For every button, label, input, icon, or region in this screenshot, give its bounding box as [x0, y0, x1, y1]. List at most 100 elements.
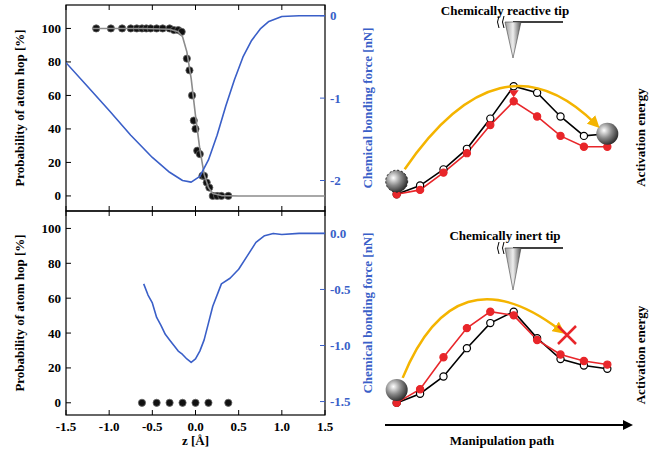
y2-tick-label: -1.0: [330, 338, 351, 353]
x-tick: [281, 410, 282, 415]
x-tick: [238, 211, 239, 216]
panel-title: Chemically inert tip: [449, 228, 560, 243]
y-tick-label: 80: [48, 256, 61, 271]
y-tick: [66, 228, 71, 229]
x-tick: [238, 410, 239, 415]
data-point: [166, 399, 173, 406]
x-tick: [325, 211, 326, 216]
y-tick: [66, 95, 71, 96]
data-line: [66, 16, 325, 182]
x-tick: [325, 206, 326, 211]
energy-point: [604, 361, 611, 368]
x-tick-label: -0.5: [142, 419, 163, 434]
y-tick: [66, 195, 71, 196]
y-tick: [66, 333, 71, 334]
x-tick-label: 0.5: [231, 419, 248, 434]
y2-tick-label: 0.0: [330, 226, 346, 241]
energy-point: [416, 386, 423, 393]
energy-point: [510, 312, 517, 319]
energy-point: [510, 98, 517, 105]
energy-point: [557, 351, 564, 358]
energy-point: [463, 150, 470, 157]
tip: [505, 248, 521, 290]
x-tick: [152, 206, 153, 211]
y-tick-label: 60: [48, 291, 61, 306]
y2-tick: [320, 180, 325, 181]
y-axis-title: Probability of atom hop [%]: [12, 234, 27, 391]
tip: [505, 22, 521, 58]
y-tick-label: 80: [48, 54, 61, 69]
y2-tick: [320, 98, 325, 99]
x-tick: [66, 5, 67, 10]
x-tick: [195, 410, 196, 415]
data-point: [192, 399, 199, 406]
energy-point: [534, 89, 541, 96]
y2-tick-label: -1: [330, 91, 341, 106]
data-point: [153, 399, 160, 406]
energy-line: [397, 312, 608, 403]
y-tick-label: 40: [48, 121, 61, 136]
tip-vibration: [498, 242, 505, 254]
y-tick: [66, 162, 71, 163]
x-tick: [66, 410, 67, 415]
energy-point: [580, 132, 587, 139]
x-tick: [195, 206, 196, 211]
energy-point: [487, 308, 494, 315]
x-tick: [281, 211, 282, 216]
y-tick-label: 20: [48, 360, 61, 375]
y2-tick-label: -1.5: [330, 394, 351, 409]
energy-point: [557, 132, 564, 139]
energy-point: [580, 143, 587, 150]
plot-frame: [66, 5, 325, 211]
panel-title: Chemically reactive tip: [441, 3, 569, 18]
y-tick-label: 0: [55, 395, 62, 410]
x-tick: [152, 410, 153, 415]
y-tick: [66, 128, 71, 129]
energy-point: [557, 113, 564, 120]
y-tick: [66, 61, 71, 62]
y-axis-title: Probability of atom hop [%]: [12, 29, 27, 186]
x-tick: [281, 206, 282, 211]
x-tick-label: -1.5: [56, 419, 77, 434]
energy-point: [463, 345, 470, 352]
y2-tick-label: 0: [330, 8, 337, 23]
y-axis-title: Activation energy: [633, 305, 648, 404]
x-tick-label: -1.0: [99, 419, 120, 434]
plot-marks: [66, 16, 325, 200]
atom: [386, 170, 408, 192]
figure: 0 20 40 60 80 100 -2 -1 0 Probability of atom hop…: [0, 0, 649, 450]
atom: [386, 379, 408, 401]
y-tick: [66, 367, 71, 368]
lowering-arrow: [509, 90, 519, 97]
x-tick: [325, 410, 326, 415]
diagram-marks: [393, 83, 611, 198]
y2-tick: [320, 345, 325, 346]
y-tick-label: 100: [42, 221, 62, 236]
x-tick-label: 1.5: [317, 419, 334, 434]
data-point: [138, 399, 145, 406]
x-tick: [109, 211, 110, 216]
y-tick: [66, 28, 71, 29]
atom: [596, 123, 618, 145]
x-tick: [152, 5, 153, 10]
energy-line: [397, 86, 608, 194]
y2-tick-label: -2: [330, 173, 341, 188]
energy-point: [440, 169, 447, 176]
x-tick: [152, 211, 153, 216]
y-tick-label: 100: [42, 21, 62, 36]
data-point: [179, 399, 186, 406]
y2-axis-title: Chemical bonding force [nN]: [360, 232, 375, 393]
x-tick: [109, 410, 110, 415]
plot-frame: [66, 211, 325, 415]
x-tick: [66, 206, 67, 211]
x-tick: [325, 5, 326, 10]
y2-tick: [320, 289, 325, 290]
y-tick-label: 20: [48, 155, 61, 170]
x-tick: [238, 5, 239, 10]
y2-axis-title: Chemical bonding force [nN]: [360, 27, 375, 188]
y-axis-title: Activation energy: [633, 88, 648, 187]
blocked-cross: [558, 326, 576, 344]
plot-marks: [138, 233, 325, 406]
energy-point: [534, 336, 541, 343]
diagram-marks: [393, 308, 611, 406]
